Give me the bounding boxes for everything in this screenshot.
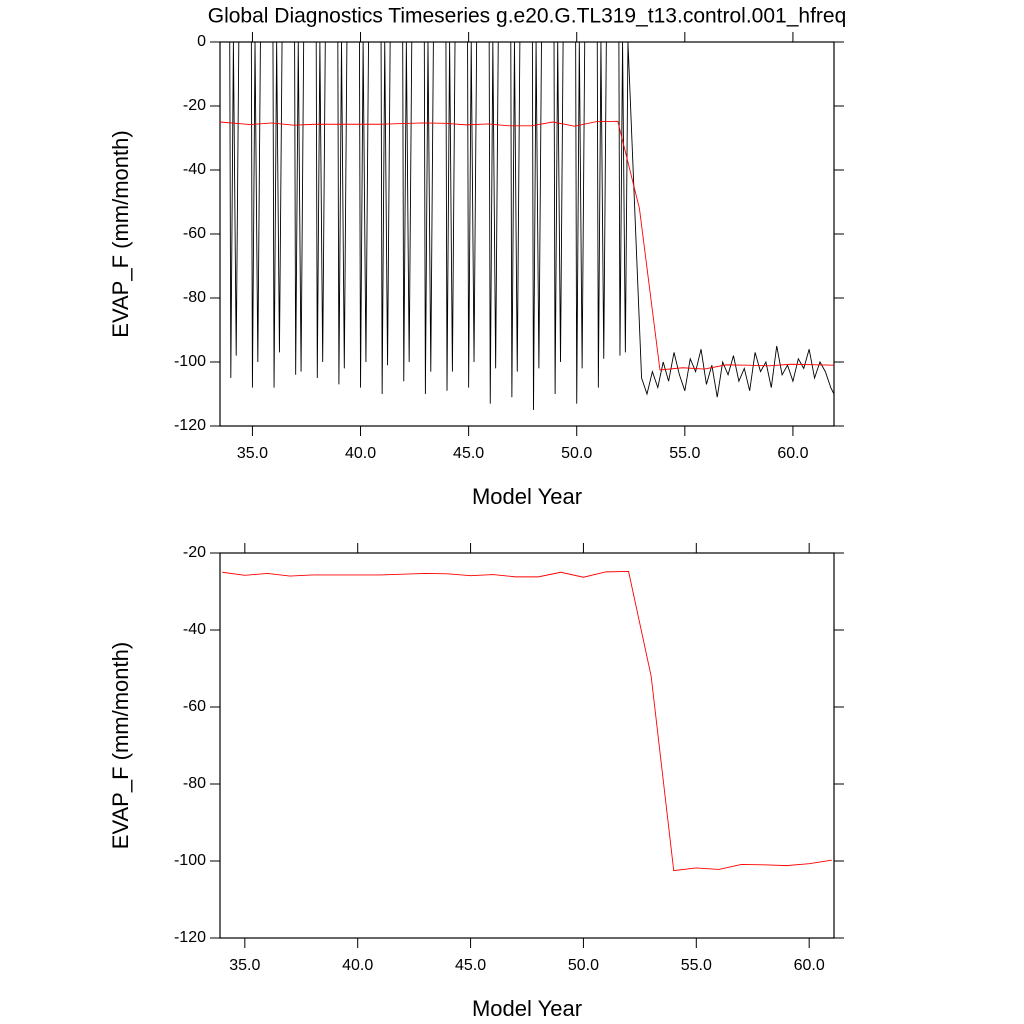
y-axis-label: EVAP_F (mm/month) [108,130,133,337]
y-tick-label: -40 [183,161,206,178]
x-tick-label: 35.0 [229,957,260,974]
y-tick-label: -80 [183,775,206,792]
data-line [222,571,832,872]
y-tick-label: -80 [183,289,206,306]
y-tick-label: -20 [183,544,206,561]
y-tick-label: -60 [183,698,206,715]
y-tick-label: -120 [174,929,206,946]
x-tick-label: 55.0 [681,957,712,974]
y-tick-label: -20 [183,97,206,114]
data-line [229,41,835,411]
chart-title: Global Diagnostics Timeseries g.e20.G.TL… [208,5,847,28]
y-tick-label: -100 [174,852,206,869]
x-tick-label: 45.0 [455,957,486,974]
y-tick-label: -100 [174,353,206,370]
y-tick-label: -40 [183,621,206,638]
x-tick-label: 55.0 [669,445,700,462]
data-line [219,120,835,371]
plot-frame [219,552,835,939]
y-tick-label: -120 [174,417,206,434]
x-tick-label: 60.0 [777,445,808,462]
x-axis-label: Model Year [472,484,582,509]
x-tick-label: 40.0 [345,445,376,462]
plot-frame [219,41,835,427]
x-tick-label: 35.0 [237,445,268,462]
x-tick-label: 40.0 [342,957,373,974]
x-axis-label: Model Year [472,996,582,1021]
y-axis-label: EVAP_F (mm/month) [108,642,133,849]
x-tick-label: 45.0 [453,445,484,462]
y-tick-label: -60 [183,225,206,242]
y-tick-label: 0 [197,33,206,50]
x-tick-label: 60.0 [794,957,825,974]
x-tick-label: 50.0 [561,445,592,462]
x-tick-label: 50.0 [568,957,599,974]
